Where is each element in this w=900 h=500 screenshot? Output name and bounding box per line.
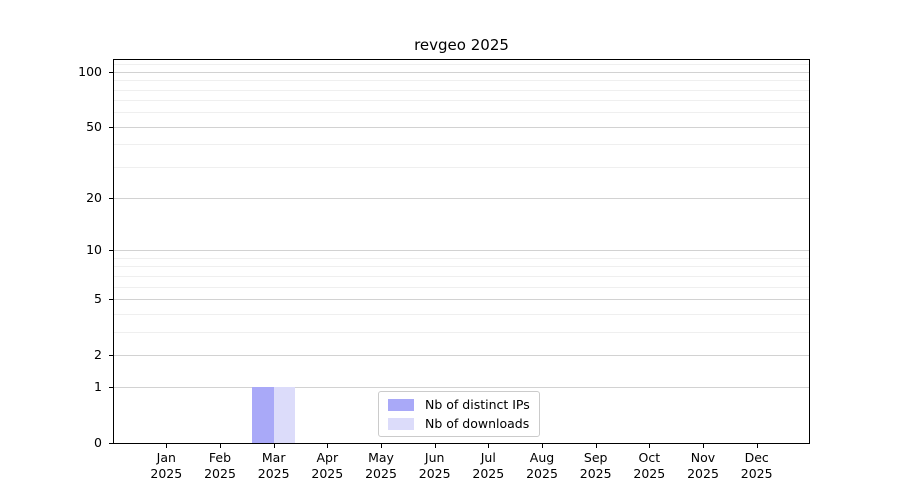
x-tick-label-line: Jul xyxy=(480,450,496,465)
gridline-minor-60 xyxy=(114,112,809,114)
x-tick-label-jun-2025: Jun 2025 xyxy=(407,450,463,482)
x-tick-mark-sep-2025 xyxy=(596,444,597,448)
legend-entry-downloads: Nb of downloads xyxy=(388,415,530,432)
y-tick-mark-0 xyxy=(109,443,113,444)
x-tick-mark-may-2025 xyxy=(381,444,382,448)
x-tick-label-line: 2025 xyxy=(150,466,183,481)
x-tick-label-line: Jan xyxy=(156,450,176,465)
x-tick-mark-apr-2025 xyxy=(327,444,328,448)
x-tick-label-mar-2025: Mar 2025 xyxy=(246,450,302,482)
gridline-minor-7 xyxy=(114,275,809,277)
y-tick-mark-50 xyxy=(109,127,113,128)
x-tick-label-line: 2025 xyxy=(365,466,397,481)
gridline-major-20 xyxy=(114,198,809,200)
legend-swatch-distinct-ips xyxy=(388,398,414,411)
gridline-minor-4 xyxy=(114,313,809,315)
y-tick-mark-1 xyxy=(109,387,113,388)
x-tick-label-line: 2025 xyxy=(687,466,719,481)
y-tick-mark-100 xyxy=(109,72,113,73)
gridline-major-10 xyxy=(114,250,809,252)
gridline-major-50 xyxy=(114,126,809,128)
y-tick-mark-5 xyxy=(109,299,113,300)
x-tick-mark-jun-2025 xyxy=(435,444,436,448)
y-tick-label-1: 1 xyxy=(94,379,102,395)
plot-area xyxy=(113,59,810,444)
x-tick-label-line: Dec xyxy=(744,450,769,465)
x-tick-mark-mar-2025 xyxy=(274,444,275,448)
x-tick-label-line: Mar xyxy=(261,450,286,465)
x-tick-label-jul-2025: Jul 2025 xyxy=(460,450,516,482)
gridline-minor-90 xyxy=(114,80,809,82)
x-tick-label-line: Aug xyxy=(529,450,555,465)
x-tick-mark-jul-2025 xyxy=(488,444,489,448)
x-tick-label-line: 2025 xyxy=(257,466,290,481)
gridline-minor-3 xyxy=(114,331,809,333)
x-tick-label-jan-2025: Jan 2025 xyxy=(138,450,194,482)
x-tick-mark-oct-2025 xyxy=(649,444,650,448)
x-tick-label-line: 2025 xyxy=(633,466,666,481)
gridline-minor-40 xyxy=(114,144,809,146)
x-tick-mark-dec-2025 xyxy=(757,444,758,448)
legend: Nb of distinct IPs Nb of downloads xyxy=(378,391,540,437)
x-tick-label-feb-2025: Feb 2025 xyxy=(192,450,248,482)
x-tick-mark-jan-2025 xyxy=(166,444,167,448)
gridline-major-5 xyxy=(114,298,809,300)
x-tick-label-line: Sep xyxy=(583,450,608,465)
chart-title: revgeo 2025 xyxy=(414,36,509,54)
x-tick-label-aug-2025: Aug 2025 xyxy=(514,450,570,482)
y-tick-label-100: 100 xyxy=(78,63,102,79)
x-tick-label-line: 2025 xyxy=(579,466,612,481)
gridline-minor-110 xyxy=(114,64,809,66)
gridline-minor-8 xyxy=(114,266,809,268)
y-tick-label-50: 50 xyxy=(86,118,102,134)
gridline-major-2 xyxy=(114,354,809,356)
x-tick-label-line: Apr xyxy=(316,450,339,465)
gridline-minor-6 xyxy=(114,286,809,288)
x-tick-label-line: Oct xyxy=(638,450,661,465)
x-tick-label-apr-2025: Apr 2025 xyxy=(299,450,355,482)
x-tick-label-sep-2025: Sep 2025 xyxy=(568,450,624,482)
legend-label-downloads: Nb of downloads xyxy=(425,416,530,431)
gridline-major-1 xyxy=(114,387,809,389)
legend-entry-distinct-ips: Nb of distinct IPs xyxy=(388,396,530,413)
legend-swatch-downloads xyxy=(388,417,414,430)
gridline-minor-30 xyxy=(114,166,809,168)
y-tick-label-2: 2 xyxy=(94,346,102,362)
x-tick-label-oct-2025: Oct 2025 xyxy=(621,450,677,482)
x-tick-label-line: May xyxy=(368,450,394,465)
x-tick-label-line: 2025 xyxy=(740,466,773,481)
gridline-minor-9 xyxy=(114,257,809,259)
x-tick-label-line: 2025 xyxy=(526,466,558,481)
x-tick-label-line: 2025 xyxy=(204,466,236,481)
x-tick-mark-feb-2025 xyxy=(220,444,221,448)
legend-label-distinct-ips: Nb of distinct IPs xyxy=(425,397,530,412)
x-tick-label-line: Jun xyxy=(424,450,445,465)
x-tick-label-line: Nov xyxy=(690,450,716,465)
x-tick-label-line: 2025 xyxy=(311,466,344,481)
gridline-major-100 xyxy=(114,71,809,73)
gridline-minor-80 xyxy=(114,89,809,91)
bar-nb-of-distinct-ips-mar-2025 xyxy=(252,387,274,443)
x-tick-label-line: 2025 xyxy=(472,466,505,481)
x-tick-label-nov-2025: Nov 2025 xyxy=(675,450,731,482)
y-tick-label-10: 10 xyxy=(86,242,102,258)
x-tick-label-line: 2025 xyxy=(418,466,451,481)
gridline-minor-70 xyxy=(114,100,809,102)
y-tick-mark-20 xyxy=(109,198,113,199)
x-tick-mark-nov-2025 xyxy=(703,444,704,448)
y-tick-mark-10 xyxy=(109,250,113,251)
x-tick-label-may-2025: May 2025 xyxy=(353,450,409,482)
y-tick-label-5: 5 xyxy=(94,290,102,306)
y-tick-mark-2 xyxy=(109,355,113,356)
x-tick-label-dec-2025: Dec 2025 xyxy=(729,450,785,482)
y-tick-label-0: 0 xyxy=(94,435,102,450)
x-tick-mark-aug-2025 xyxy=(542,444,543,448)
y-tick-label-20: 20 xyxy=(86,190,102,206)
bar-nb-of-downloads-mar-2025 xyxy=(273,387,296,443)
x-tick-label-line: Feb xyxy=(208,450,232,465)
